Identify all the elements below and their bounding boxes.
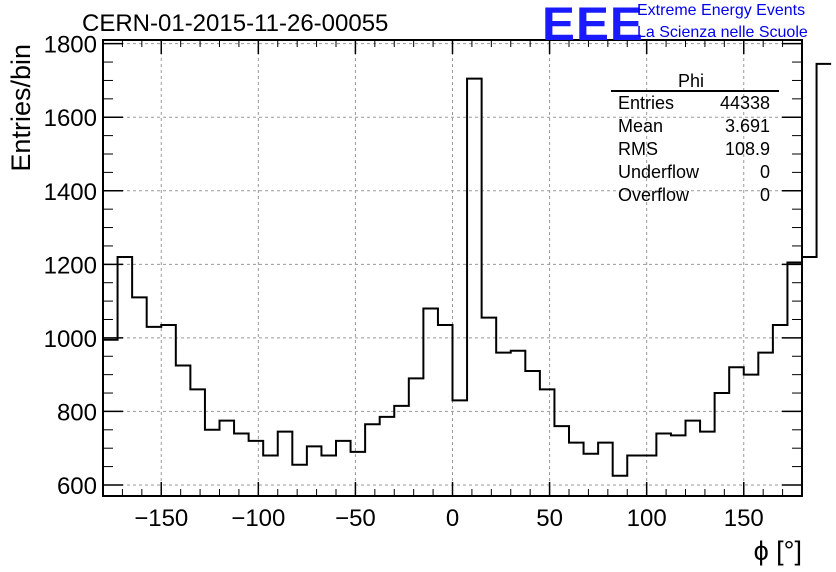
histogram-bin [496, 353, 511, 496]
stats-label-overflow: Overflow [618, 185, 690, 205]
stats-value-rms: 108.9 [724, 139, 770, 159]
histogram-bin [525, 371, 540, 496]
stats-label-rms: RMS [618, 139, 658, 159]
logo-line-1: Extreme Energy Events [637, 2, 806, 19]
histogram-bin [234, 433, 249, 496]
y-tick-label: 1200 [44, 252, 97, 279]
stats-value-underflow: 0 [759, 162, 770, 182]
histogram-bin [190, 389, 205, 496]
histogram-bin [656, 433, 671, 496]
y-tick-label: 800 [57, 399, 97, 426]
run-title: CERN-01-2015-11-26-00055 [82, 10, 389, 37]
axis-tick-labels: −150 −100 −50 0 50 100 150 600 800 1000 1200 1400 16… [44, 32, 764, 532]
histogram-bin [554, 426, 569, 496]
histogram-bin [540, 389, 555, 496]
x-tick-label: −50 [335, 505, 376, 532]
histogram-bin [729, 367, 744, 496]
stats-value-mean: 3.691 [724, 116, 770, 136]
y-tick-label: 1400 [44, 179, 97, 206]
y-tick-label: 1800 [44, 32, 97, 59]
histogram-bin [161, 325, 176, 496]
x-tick-label: 100 [627, 505, 667, 532]
histogram-bin [787, 262, 802, 496]
histogram-bin [511, 351, 526, 496]
stats-label-underflow: Underflow [618, 162, 700, 182]
stats-box-title: Phi [678, 71, 705, 91]
histogram-bin [758, 353, 773, 496]
histogram-bin [686, 421, 701, 496]
x-tick-label: −150 [134, 505, 188, 532]
histogram-bin [365, 424, 380, 496]
histogram-bin [132, 297, 147, 496]
histogram-bin [453, 400, 468, 496]
histogram-bin [467, 79, 482, 496]
histogram-bin [744, 375, 759, 496]
histogram-bin [569, 443, 584, 496]
histogram-bin [321, 456, 336, 496]
x-tick-label: −100 [231, 505, 285, 532]
histogram-bin [205, 430, 220, 496]
histogram-bin [249, 441, 264, 496]
histogram-bin [438, 325, 453, 496]
histogram-bin [336, 441, 351, 496]
histogram-bin [715, 393, 730, 496]
y-axis-label: Entries/bin [6, 44, 36, 172]
y-tick-label: 1600 [44, 105, 97, 132]
histogram-bin [147, 327, 162, 496]
histogram-outline [103, 62, 832, 477]
histogram-bin [773, 325, 788, 496]
stats-value-overflow: 0 [759, 185, 770, 205]
histogram-bin [351, 452, 366, 496]
histogram-bin [817, 64, 832, 496]
stats-value-entries: 44338 [719, 93, 770, 113]
x-tick-label: 0 [446, 505, 459, 532]
x-axis-label: ϕ [°] [754, 536, 802, 566]
histogram-bin [394, 406, 409, 496]
histogram-bin [380, 417, 395, 496]
histogram-bin [584, 454, 599, 496]
y-tick-label: 1000 [44, 326, 97, 353]
histogram-bin [307, 446, 322, 496]
x-tick-label: 50 [536, 505, 563, 532]
histogram-bin [642, 456, 657, 496]
histogram-bin [292, 465, 307, 496]
histogram-bin [482, 318, 497, 496]
histogram-bin [103, 340, 118, 496]
histogram-bin [118, 257, 133, 496]
histogram-bin [671, 435, 686, 496]
stats-label-entries: Entries [618, 93, 675, 113]
eee-logo: EEE [542, 0, 644, 50]
histogram-bin [700, 432, 715, 496]
histogram-bin [627, 456, 642, 496]
histogram-bin [220, 421, 235, 496]
histogram-bin [263, 456, 278, 496]
histogram-bin [423, 308, 438, 496]
x-tick-label: 150 [724, 505, 764, 532]
logo-line-2: La Scienza nelle Scuole [637, 24, 808, 41]
histogram-bin [802, 257, 817, 496]
histogram-bin [409, 378, 424, 496]
histogram-bin [598, 443, 613, 496]
histogram-bin [278, 432, 293, 496]
axis-ticks [102, 40, 803, 496]
stats-label-mean: Mean [618, 116, 664, 136]
histogram-bin [613, 476, 628, 496]
y-tick-label: 600 [57, 473, 97, 500]
histogram-bin [176, 365, 191, 496]
